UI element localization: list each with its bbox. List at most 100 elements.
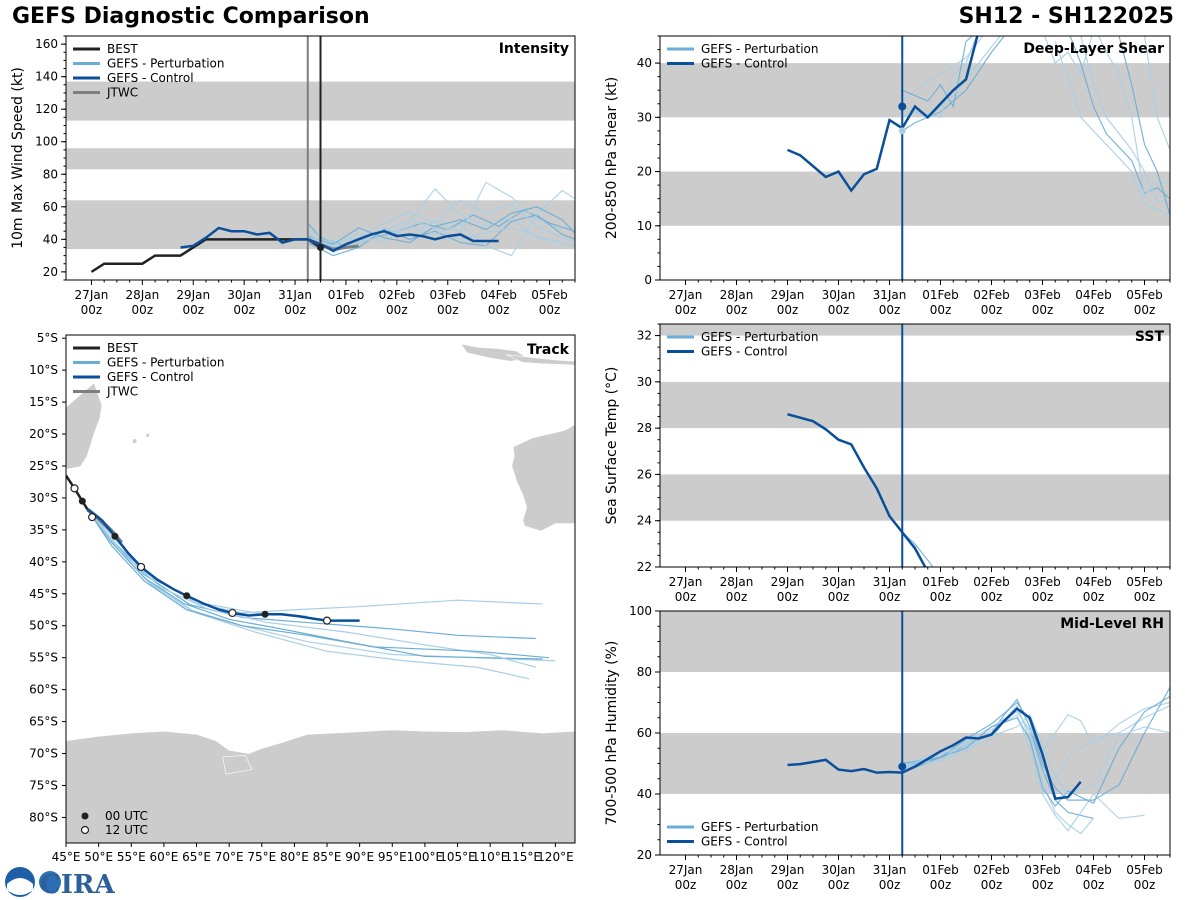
perturbation-line-2 [307, 187, 575, 247]
x-tick-label-hour: 00z [335, 303, 357, 317]
control-line [787, 413, 927, 567]
x-tick-label-hour: 00z [981, 878, 1003, 892]
control-line [180, 226, 499, 253]
lat-tick-label: 80°S [29, 810, 58, 824]
storm-id: SH12 - SH122025 [958, 4, 1174, 29]
x-tick-label-hour: 00z [539, 303, 561, 317]
perturbation-line-5 [902, 705, 1170, 780]
control-12z-marker [228, 608, 237, 618]
y-tick-label: 32 [637, 329, 652, 343]
lon-tick-label: 115°E [505, 850, 542, 864]
y-tick-label: 10 [637, 219, 652, 233]
logos: CIRA [5, 867, 115, 900]
perturbation-track-4 [87, 509, 543, 660]
madagascar-landmass [66, 382, 103, 470]
x-tick-label-day: 01Feb [922, 575, 959, 589]
x-tick-label-day: 01Feb [328, 288, 365, 302]
legend-label: GEFS - Control [701, 835, 788, 849]
lon-tick-label: 90°E [345, 850, 374, 864]
perturbation-line-4 [902, 36, 1001, 119]
band-0 [660, 474, 1170, 521]
lon-tick-label: 75°E [247, 850, 276, 864]
perturbation-line-0 [902, 698, 1094, 819]
x-tick-label-day: 02Feb [973, 288, 1010, 302]
x-tick-label-hour: 00z [284, 303, 306, 317]
y-tick-label: 160 [35, 37, 58, 51]
y-axis-label: 700-500 hPa Humidity (%) [604, 641, 620, 826]
x-tick-label-day: 31Jan [278, 288, 312, 302]
lat-tick-label: 35°S [29, 523, 58, 537]
y-tick-label: 140 [35, 70, 58, 84]
x-tick-label-day: 31Jan [873, 575, 907, 589]
x-tick-label-day: 31Jan [873, 288, 907, 302]
y-tick-label: 20 [637, 848, 652, 862]
control-12z-marker [136, 562, 146, 572]
lon-tick-label: 110°E [472, 850, 509, 864]
x-tick-label-hour: 00z [1083, 590, 1105, 604]
lat-tick-label: 75°S [29, 778, 58, 792]
x-tick-label-hour: 00z [828, 303, 850, 317]
island-mauritius [145, 433, 150, 437]
lat-tick-label: 50°S [29, 619, 58, 633]
page-title: GEFS Diagnostic Comparison [12, 4, 370, 29]
legend-label: JTWC [106, 385, 138, 399]
x-tick-label-day: 30Jan [822, 575, 856, 589]
x-tick-label-day: 01Feb [922, 863, 959, 877]
x-tick-label-hour: 00z [81, 303, 103, 317]
x-tick-label-hour: 00z [981, 303, 1003, 317]
x-tick-label-day: 04Feb [1075, 575, 1112, 589]
plot-title: Deep-Layer Shear [1023, 41, 1164, 57]
y-tick-label: 30 [637, 375, 652, 389]
perturbation-line-7 [902, 713, 1170, 795]
x-tick-label-day: 04Feb [480, 288, 517, 302]
x-tick-label-hour: 00z [879, 590, 901, 604]
control-12z-marker [88, 513, 97, 522]
lon-tick-label: 50°E [84, 850, 113, 864]
x-tick-label-day: 30Jan [227, 288, 261, 302]
plot-area [660, 324, 1170, 567]
control-00z-marker [261, 610, 269, 618]
y-tick-label: 60 [43, 200, 58, 214]
map-frame [65, 334, 576, 844]
x-tick-label-hour: 00z [930, 590, 952, 604]
x-tick-label-hour: 00z [930, 303, 952, 317]
legend-label: GEFS - Perturbation [701, 820, 818, 834]
x-tick-label-hour: 00z [879, 878, 901, 892]
time-legend-label: 00 UTC [105, 809, 148, 823]
legend-label: GEFS - Perturbation [701, 330, 818, 344]
x-tick-label-hour: 00z [1134, 303, 1156, 317]
control-track [86, 508, 360, 622]
plot-title: Track [527, 342, 570, 358]
perturbation-line-11 [1054, 41, 1170, 216]
plot-area [660, 611, 1170, 855]
y-tick-label: 100 [35, 135, 58, 149]
band-2 [660, 324, 1170, 336]
y-tick-label: 80 [43, 167, 58, 181]
x-tick-label-hour: 00z [1032, 878, 1054, 892]
x-tick-label-hour: 00z [777, 878, 799, 892]
x-tick-label-hour: 00z [1134, 590, 1156, 604]
lat-tick-label: 25°S [29, 459, 58, 473]
best-dot [317, 243, 324, 251]
perturbation-line-9 [1118, 36, 1170, 216]
lon-tick-label: 85°E [313, 850, 342, 864]
band-0 [660, 171, 1170, 226]
perturbation-line-7 [1080, 36, 1170, 202]
x-tick-label-day: 28Jan [720, 575, 754, 589]
x-tick-label-hour: 00z [777, 303, 799, 317]
map-area [66, 343, 575, 843]
x-tick-label-day: 05Feb [1126, 575, 1163, 589]
y-tick-label: 20 [637, 165, 652, 179]
best-00z-marker [78, 497, 86, 505]
lon-tick-label: 95°E [378, 850, 407, 864]
island-reunion [132, 439, 137, 444]
perturbation-track-7 [87, 509, 549, 659]
x-tick-label-hour: 00z [726, 878, 748, 892]
time-legend-12z-marker [80, 825, 90, 835]
x-tick-label-hour: 00z [930, 878, 952, 892]
x-tick-label-day: 28Jan [125, 288, 159, 302]
x-tick-label-day: 05Feb [531, 288, 568, 302]
band-1 [660, 381, 1170, 429]
lon-tick-label: 105°E [439, 850, 476, 864]
y-tick-label: 40 [43, 232, 58, 246]
